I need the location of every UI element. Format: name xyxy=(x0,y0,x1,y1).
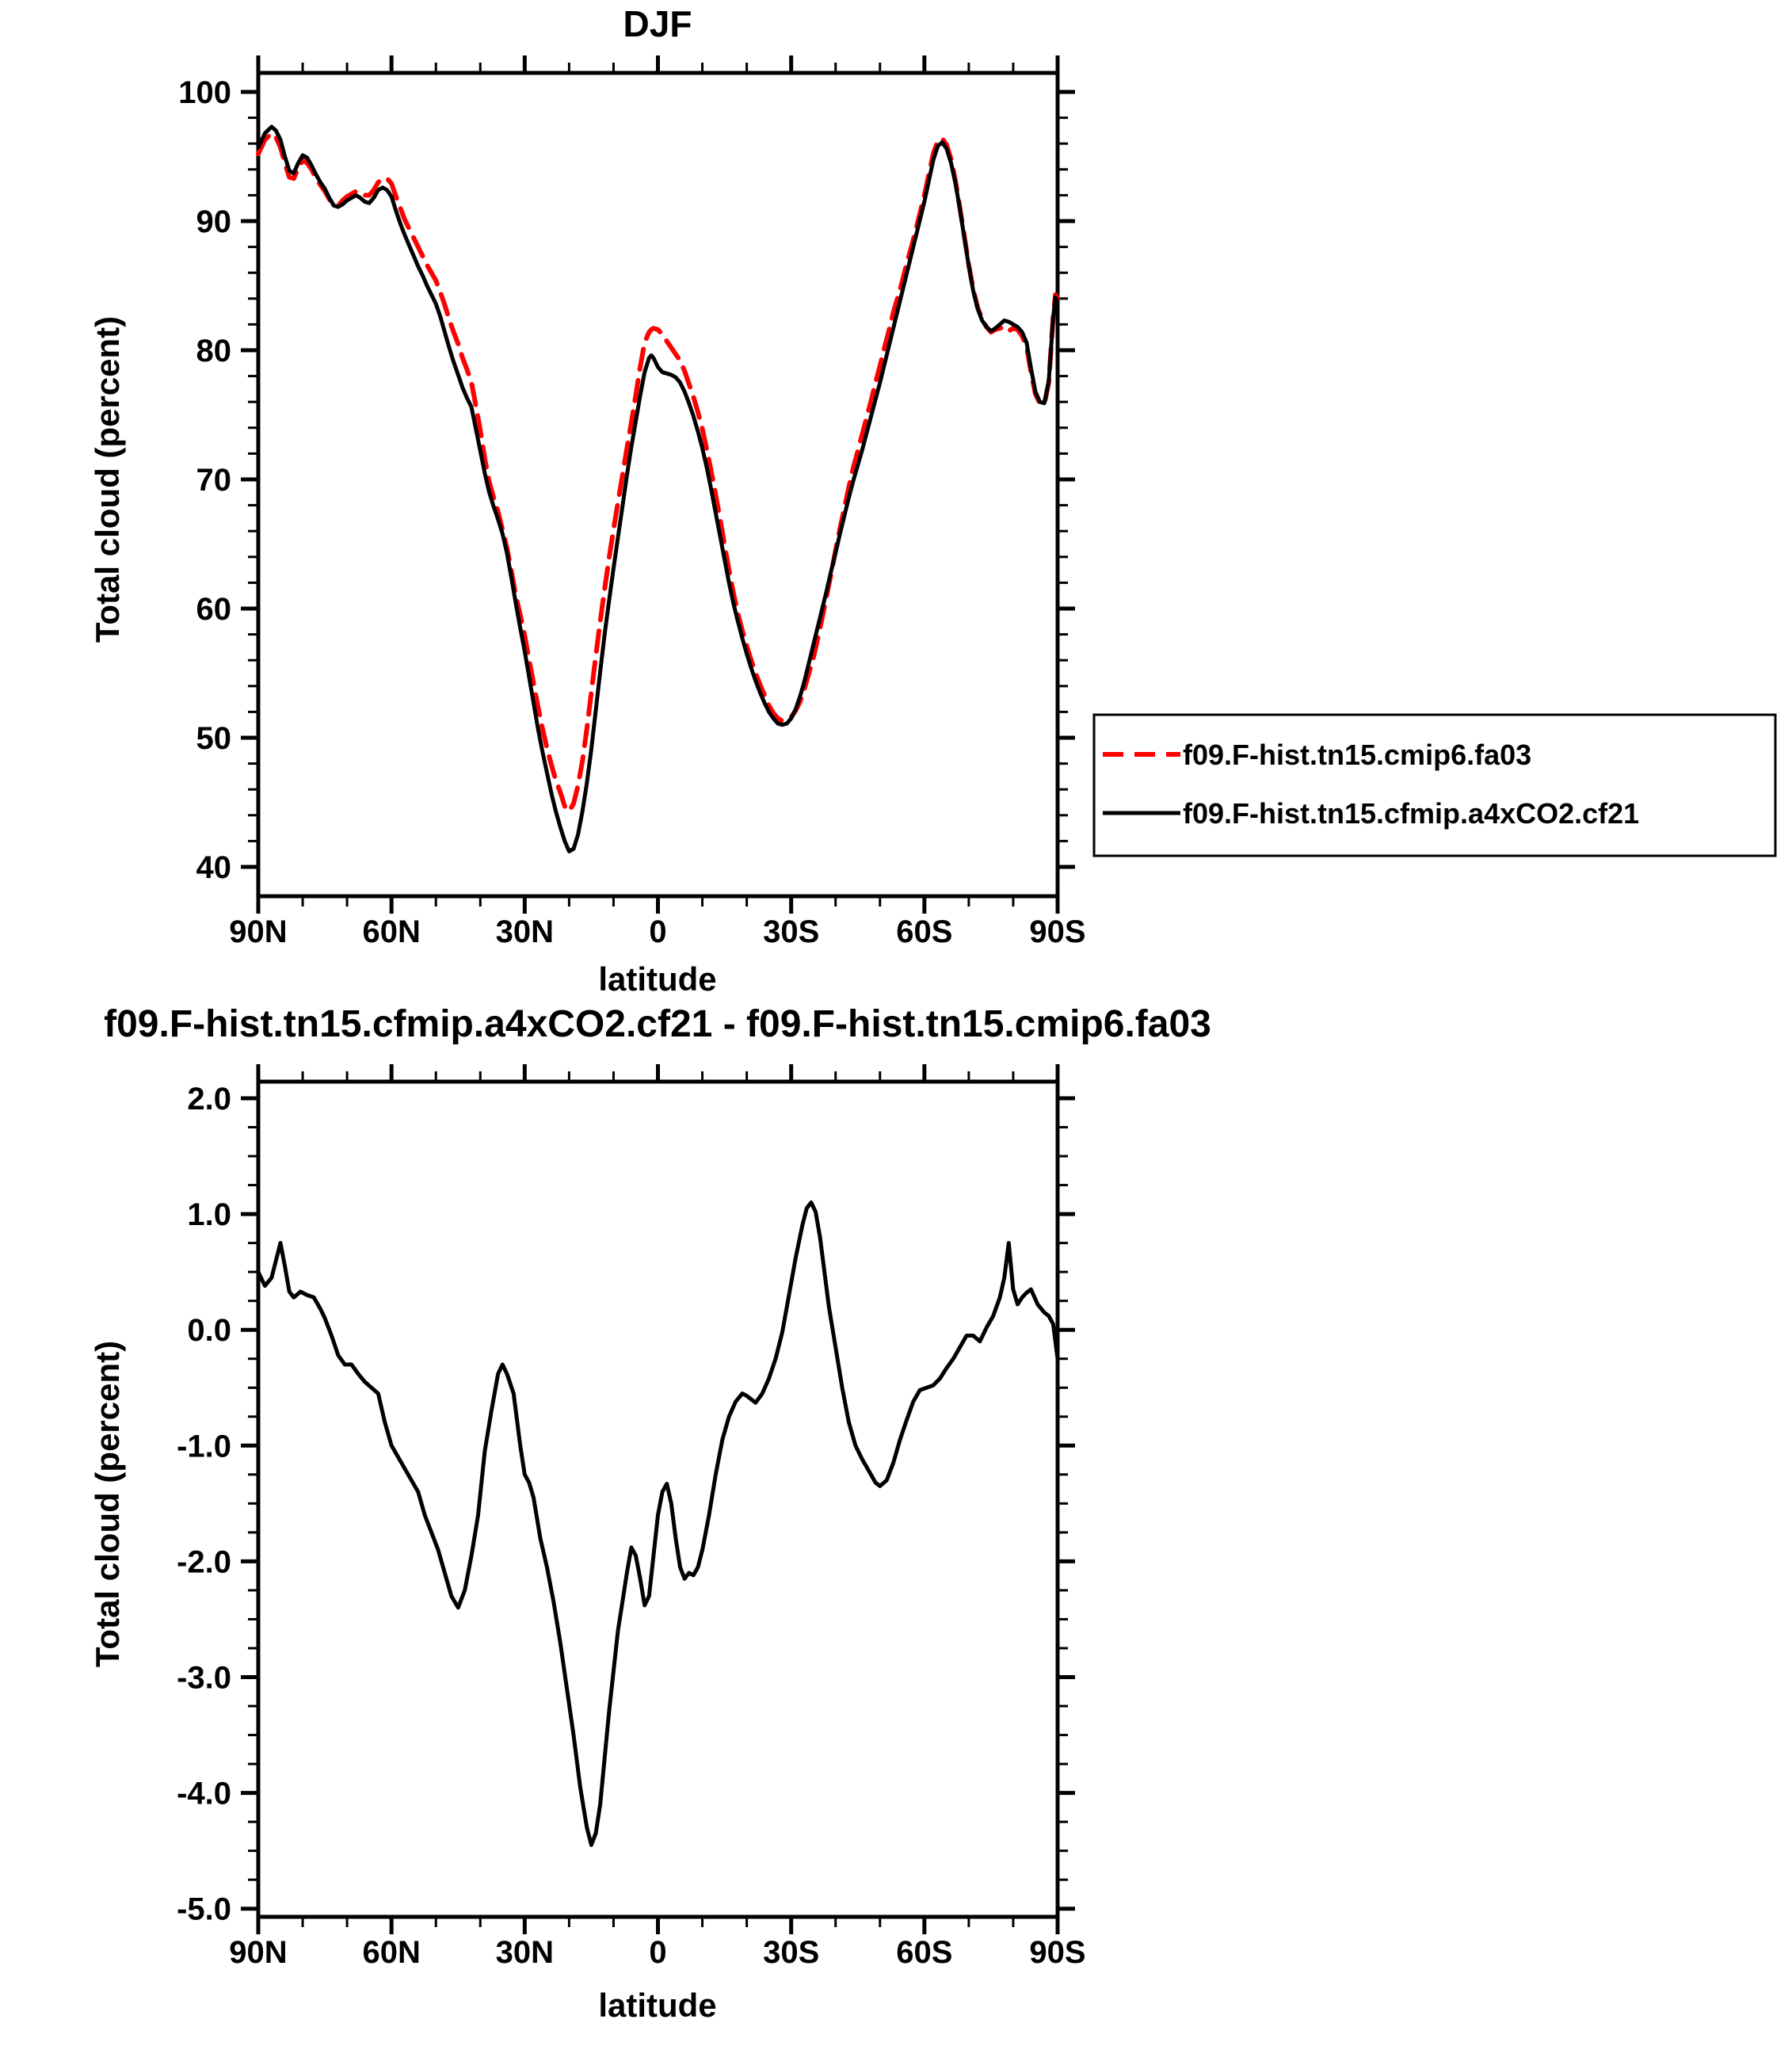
y-tick-label: -1.0 xyxy=(177,1429,231,1464)
top-chart-title: DJF xyxy=(623,3,692,44)
x-tick-label: 30N xyxy=(496,914,554,949)
y-tick-label: 70 xyxy=(196,463,232,498)
y-tick-label: 0.0 xyxy=(187,1313,231,1348)
y-tick-label: -5.0 xyxy=(177,1892,231,1927)
x-tick-label: 60S xyxy=(896,1935,952,1970)
y-tick-label: -3.0 xyxy=(177,1661,231,1696)
legend-box xyxy=(1092,713,1777,857)
bottom-plot-area: 90N 60N 30N 0 30S 60S 90S 2.0 1.0 0.0 -1.0 -2.0 -3.0… xyxy=(177,1064,1086,1970)
top-yaxis-label: Total cloud (percent) xyxy=(89,316,126,643)
y-tick-label: -2.0 xyxy=(177,1544,231,1579)
x-tick-label: 30S xyxy=(763,1935,819,1970)
y-tick-label: 50 xyxy=(196,721,232,756)
y-tick-label: -4.0 xyxy=(177,1777,231,1811)
x-tick-label: 0 xyxy=(649,1935,666,1970)
red-dashed-curve xyxy=(256,131,1060,814)
x-tick-label: 0 xyxy=(649,914,666,949)
legend-label-black: f09.F-hist.tn15.cfmip.a4xCO2.cf21 xyxy=(1183,797,1639,830)
y-tick-label: 40 xyxy=(196,850,232,885)
x-tick-label: 90S xyxy=(1029,1935,1085,1970)
legend-label-red: f09.F-hist.tn15.cmip6.fa03 xyxy=(1183,739,1531,771)
x-tick-label: 60N xyxy=(362,914,420,949)
y-tick-label: 1.0 xyxy=(187,1197,231,1232)
top-plot-area: 90N 60N 30N 0 30S 60S 90S 100 90 80 70 60 50 40 xyxy=(178,55,1086,949)
x-tick-label: 90N xyxy=(229,914,287,949)
y-tick-label: 100 xyxy=(178,75,231,110)
x-tick-label: 90S xyxy=(1029,914,1085,949)
x-tick-label: 30N xyxy=(496,1935,554,1970)
x-tick-label: 90N xyxy=(229,1935,287,1970)
top-xaxis-label: latitude xyxy=(598,960,716,998)
x-tick-label: 60N xyxy=(362,1935,420,1970)
plot-frame xyxy=(256,1079,1060,1919)
bottom-xaxis-label: latitude xyxy=(598,1987,716,2024)
x-tick-label: 60S xyxy=(896,914,952,949)
bottom-chart: f09.F-hist.tn15.cfmip.a4xCO2.cf21 - f09.… xyxy=(89,1003,1211,2024)
y-tick-label: 90 xyxy=(196,204,232,239)
difference-curve xyxy=(256,1200,1060,1847)
black-solid-curve xyxy=(256,124,1060,853)
bottom-chart-title: f09.F-hist.tn15.cfmip.a4xCO2.cf21 - f09.… xyxy=(104,1003,1211,1045)
top-chart: DJF Total cloud (percent) latitude 90N 60… xyxy=(89,3,1086,998)
y-tick-label: 80 xyxy=(196,334,232,368)
y-tick-label: 2.0 xyxy=(187,1082,231,1117)
plot-frame xyxy=(256,71,1060,899)
x-tick-label: 30S xyxy=(763,914,819,949)
legend: f09.F-hist.tn15.cmip6.fa03 f09.F-hist.tn… xyxy=(1092,713,1777,857)
y-tick-label: 60 xyxy=(196,592,232,627)
bottom-yaxis-label: Total cloud (percent) xyxy=(89,1341,126,1667)
